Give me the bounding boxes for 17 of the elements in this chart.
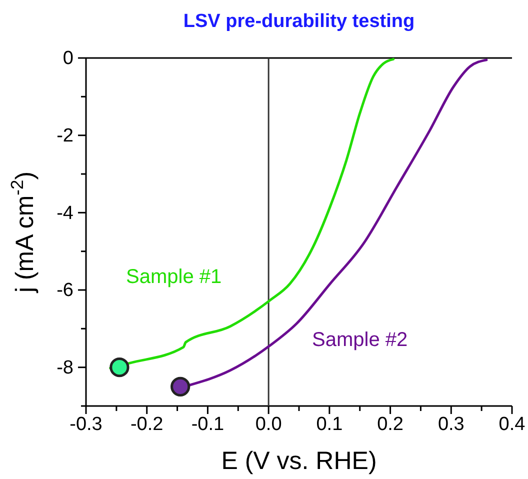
series-label: Sample #1 — [126, 266, 222, 288]
x-tick-label: 0.1 — [316, 414, 343, 435]
chart-title: LSV pre-durability testing — [183, 11, 415, 32]
x-tick-label: -0.3 — [70, 414, 102, 435]
y-tick-label: -2 — [56, 125, 74, 146]
y-tick-label: -8 — [56, 357, 74, 378]
x-tick-label: 0.0 — [255, 414, 282, 435]
y-tick-label: -4 — [56, 202, 74, 224]
x-tick-label: 0.2 — [377, 414, 404, 435]
series-label: Sample #2 — [312, 329, 408, 351]
x-axis-title: E (V vs. RHE) — [221, 447, 377, 475]
y-tick-label: -6 — [56, 280, 74, 302]
x-tick-label: -0.2 — [130, 414, 164, 435]
x-tick-label: -0.1 — [191, 414, 224, 435]
x-tick-label: 0.3 — [438, 414, 464, 435]
y-tick-label: 0 — [62, 48, 74, 70]
x-tick-label: 0.4 — [498, 414, 526, 435]
